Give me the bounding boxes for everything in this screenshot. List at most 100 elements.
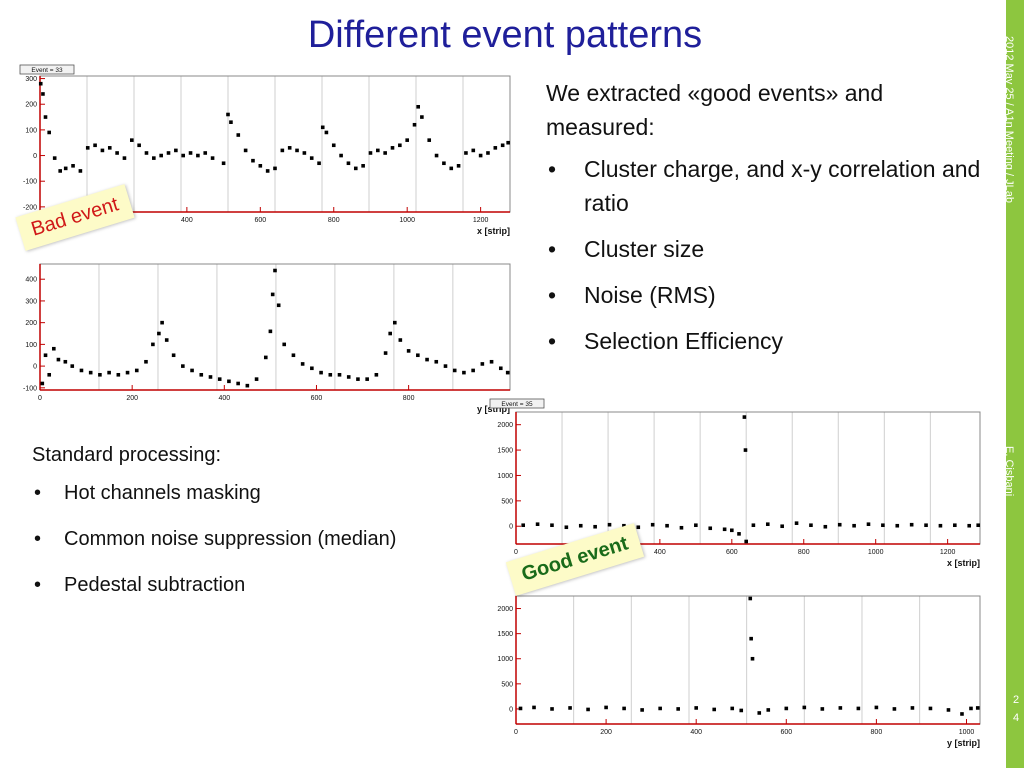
bullet-text: Selection Efficiency: [584, 328, 784, 354]
data-point: [471, 368, 475, 373]
data-point: [564, 525, 569, 530]
data-point: [151, 342, 155, 347]
bullet-text: Noise (RMS): [584, 282, 716, 308]
data-point: [356, 377, 360, 381]
data-point: [93, 143, 97, 148]
data-point: [47, 372, 52, 377]
data-point: [412, 122, 417, 127]
data-point: [43, 115, 48, 119]
data-point: [43, 353, 48, 358]
data-point: [434, 153, 439, 158]
data-point: [302, 151, 307, 155]
x-tick-label: 600: [780, 729, 792, 736]
data-point: [928, 706, 933, 711]
data-point: [85, 146, 90, 150]
data-point: [251, 158, 255, 163]
data-point: [300, 362, 305, 366]
data-point: [604, 705, 608, 710]
data-point: [368, 151, 373, 155]
data-point: [88, 370, 93, 375]
page-title: Different event patterns: [307, 14, 703, 56]
data-point: [171, 353, 176, 358]
data-point: [636, 525, 641, 530]
data-point: [125, 370, 130, 375]
data-point: [765, 522, 770, 526]
data-point: [837, 522, 842, 527]
data-point: [856, 706, 861, 711]
data-point: [282, 342, 287, 347]
data-point: [226, 112, 230, 117]
data-point: [157, 331, 161, 336]
data-point: [443, 364, 448, 368]
x-axis-label: y [strip]: [947, 738, 980, 748]
plot-event33-x-svg: 020040060080010001200-200-1000100200300x…: [19, 64, 511, 236]
data-point: [38, 81, 43, 86]
data-point: [263, 355, 268, 360]
data-point: [442, 161, 446, 166]
data-point: [521, 523, 525, 528]
x-tick-label: 1000: [868, 549, 884, 556]
data-point: [498, 366, 503, 371]
data-point: [975, 706, 980, 710]
x-tick-label: 800: [403, 395, 415, 402]
data-point: [134, 368, 139, 373]
data-point: [122, 156, 127, 160]
data-point: [506, 140, 510, 145]
data-point: [295, 148, 299, 153]
data-point: [694, 706, 698, 710]
x-tick-label: 400: [654, 549, 666, 556]
data-point: [500, 143, 505, 148]
data-point: [969, 706, 973, 711]
list-item: • Noise (RMS): [548, 282, 716, 308]
data-point: [270, 292, 275, 297]
x-tick-label: 800: [328, 217, 340, 224]
data-point: [478, 153, 483, 158]
data-point: [227, 379, 231, 384]
y-tick-label: 1000: [497, 473, 513, 480]
plot-frame: [515, 595, 981, 725]
data-point: [976, 523, 981, 528]
x-tick-label: 600: [254, 217, 266, 224]
data-point: [254, 377, 259, 381]
data-point: [405, 138, 409, 142]
data-point: [712, 707, 717, 712]
data-point: [449, 166, 454, 171]
data-point: [892, 707, 897, 711]
data-point: [780, 524, 784, 529]
data-point: [809, 523, 813, 528]
data-point: [258, 164, 263, 168]
data-point: [346, 375, 351, 379]
chart-title: Event = 35: [501, 401, 533, 408]
x-axis-label: x [strip]: [477, 226, 510, 236]
data-point: [229, 120, 233, 124]
data-point: [56, 357, 61, 362]
data-point: [464, 151, 468, 155]
data-point: [640, 708, 644, 712]
data-point: [181, 364, 185, 368]
data-point: [115, 151, 119, 155]
data-point: [166, 151, 171, 155]
data-point: [152, 156, 156, 160]
data-point: [874, 705, 879, 710]
x-tick-label: 400: [218, 395, 230, 402]
data-point: [376, 148, 380, 153]
x-tick-label: 1200: [940, 549, 956, 556]
data-point: [852, 523, 856, 528]
data-point: [137, 143, 141, 148]
data-point: [480, 362, 485, 366]
data-point: [823, 524, 828, 529]
data-point: [337, 372, 342, 377]
data-point: [742, 415, 747, 419]
y-tick-label: 1500: [497, 631, 513, 638]
data-point: [243, 148, 248, 153]
data-point: [550, 523, 554, 528]
data-point: [196, 153, 200, 158]
data-point: [390, 146, 395, 150]
data-point: [144, 359, 148, 364]
data-point: [398, 338, 403, 342]
data-point: [221, 161, 226, 166]
data-point: [910, 706, 915, 710]
y-tick-label: 1000: [497, 656, 513, 663]
data-point: [107, 146, 112, 150]
data-point: [309, 156, 314, 160]
